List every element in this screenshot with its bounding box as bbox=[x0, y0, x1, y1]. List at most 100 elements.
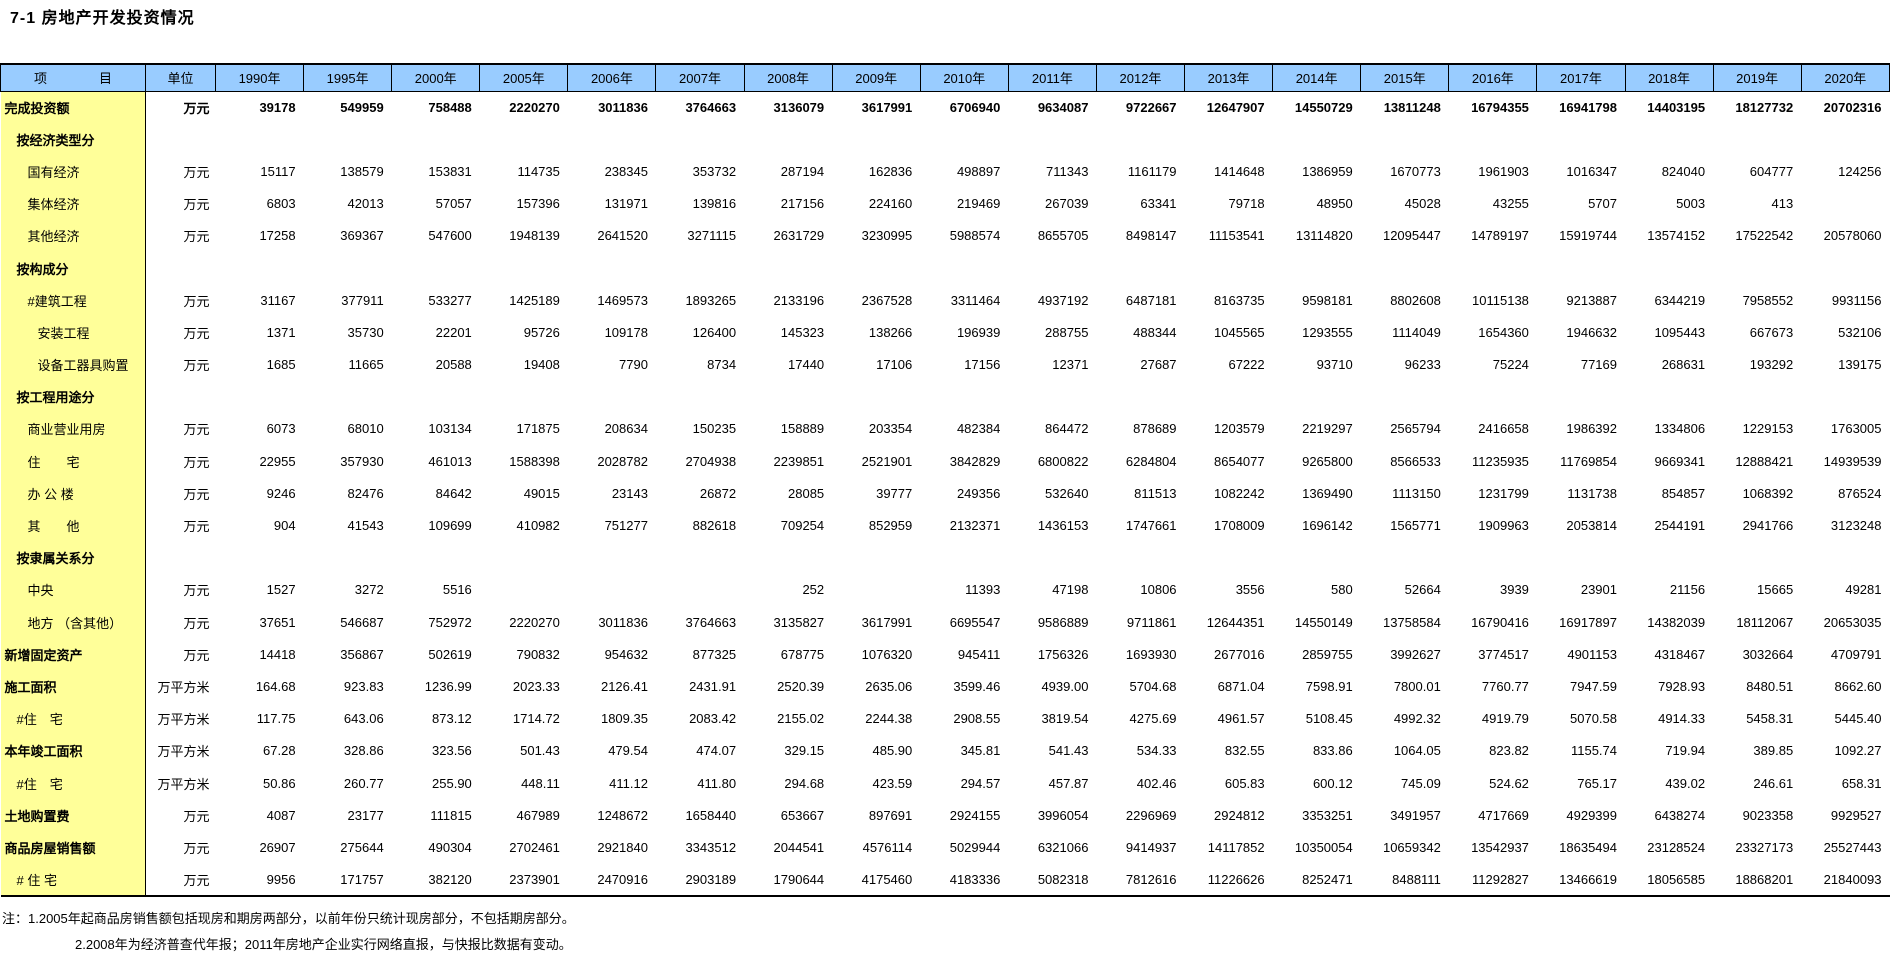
value-cell: 7812616 bbox=[1125, 871, 1177, 887]
value-cell: 3764663 bbox=[685, 99, 737, 115]
value-cell: 4919.79 bbox=[1481, 711, 1529, 727]
value-cell: 3617991 bbox=[861, 99, 913, 115]
value-cell: 345.81 bbox=[960, 743, 1001, 759]
year-column-header: 2019年 bbox=[1712, 63, 1802, 92]
value-cell bbox=[1713, 123, 1801, 155]
value-cell: 19408 bbox=[523, 357, 560, 373]
value-cell: 2544191 bbox=[1654, 518, 1706, 534]
value-cell: 109178 bbox=[604, 324, 648, 340]
value-cell: 1082242 bbox=[1214, 485, 1265, 501]
value-cell bbox=[392, 381, 480, 413]
value-cell: 3939 bbox=[1499, 582, 1529, 598]
value-cell: 84642 bbox=[435, 485, 472, 501]
table-row: 商品房屋销售额 万元 26907 275644 490304 2702461 2921840… bbox=[0, 831, 1890, 864]
table-row: 土地购置费 万元 4087 23177 111815 467989 1248672 16584… bbox=[0, 799, 1890, 832]
value-cell: 2702461 bbox=[509, 839, 560, 855]
value-cell bbox=[304, 381, 392, 413]
value-cell: 1131738 bbox=[1567, 485, 1617, 501]
value-cell: 1654360 bbox=[1478, 324, 1529, 340]
value-cell: 126400 bbox=[692, 324, 737, 340]
value-cell: 39777 bbox=[876, 485, 913, 501]
value-cell: 7800.01 bbox=[1393, 678, 1441, 694]
value-cell: 3491957 bbox=[1390, 807, 1441, 823]
value-cell: 63341 bbox=[1140, 196, 1177, 212]
value-cell: 832.55 bbox=[1224, 743, 1265, 759]
value-cell bbox=[1801, 252, 1889, 284]
value-cell: 457.87 bbox=[1048, 775, 1089, 791]
value-cell bbox=[1185, 123, 1273, 155]
item-column-header: 项 目 bbox=[0, 63, 146, 92]
value-cell bbox=[920, 381, 1008, 413]
table-row: 集体经济 万元 6803 42013 57057 157396 131971 139816 21… bbox=[0, 187, 1890, 220]
unit-cell bbox=[146, 542, 216, 574]
value-cell: 203354 bbox=[868, 421, 913, 437]
value-cell: 157396 bbox=[516, 196, 560, 212]
value-cell: 3353251 bbox=[1302, 807, 1353, 823]
value-cell: 4961.57 bbox=[1217, 711, 1265, 727]
table-body: 完成投资额 万元 39178 549959 758488 2220270 3011836 37… bbox=[0, 91, 1890, 896]
value-cell: 5029944 bbox=[949, 839, 1001, 855]
value-cell: 39178 bbox=[259, 99, 296, 115]
row-label: 住 宅 bbox=[0, 445, 146, 478]
value-cell: 25527443 bbox=[1823, 839, 1882, 855]
value-cell: 111815 bbox=[430, 807, 472, 823]
value-cell: 8655705 bbox=[1037, 228, 1089, 244]
value-cell: 1708009 bbox=[1214, 518, 1265, 534]
value-cell: 7790 bbox=[619, 357, 648, 373]
value-cell: 35730 bbox=[347, 324, 384, 340]
value-cell bbox=[832, 542, 920, 574]
value-cell: 15665 bbox=[1757, 582, 1794, 598]
value-cell: 3599.46 bbox=[953, 678, 1001, 694]
value-cell: 5003 bbox=[1676, 196, 1706, 212]
row-label: 地方 （含其他） bbox=[0, 606, 146, 639]
value-cell: 945411 bbox=[957, 646, 1001, 662]
value-cell bbox=[1449, 542, 1537, 574]
value-cell: 11226626 bbox=[1207, 871, 1265, 887]
value-cell bbox=[392, 252, 480, 284]
value-cell: 22201 bbox=[435, 324, 472, 340]
value-cell: 482384 bbox=[956, 421, 1001, 437]
value-cell: 3617991 bbox=[861, 614, 913, 630]
value-cell bbox=[1273, 542, 1361, 574]
value-cell: 3819.54 bbox=[1041, 711, 1089, 727]
value-cell: 48950 bbox=[1316, 196, 1353, 212]
value-cell: 14418 bbox=[259, 646, 296, 662]
value-cell bbox=[1273, 381, 1361, 413]
value-cell: 103134 bbox=[428, 421, 472, 437]
value-cell: 1696142 bbox=[1302, 518, 1353, 534]
year-column-header: 2006年 bbox=[567, 63, 657, 92]
value-cell bbox=[568, 252, 656, 284]
unit-cell: 万元 bbox=[183, 840, 210, 856]
value-cell: 2924812 bbox=[1214, 807, 1265, 823]
value-cell: 882618 bbox=[692, 518, 737, 534]
value-cell: 12095447 bbox=[1382, 228, 1441, 244]
row-label: #住 宅 bbox=[0, 766, 146, 800]
value-cell bbox=[568, 574, 656, 606]
value-cell: 171757 bbox=[340, 871, 384, 887]
unit-cell: 万元 bbox=[183, 808, 210, 824]
value-cell: 77169 bbox=[1580, 357, 1617, 373]
value-cell bbox=[568, 123, 656, 155]
value-cell: 6800822 bbox=[1037, 453, 1089, 469]
row-label: 施工面积 bbox=[0, 670, 146, 703]
value-cell: 5070.58 bbox=[1570, 711, 1617, 727]
value-cell: 4175460 bbox=[861, 871, 913, 887]
value-cell: 878689 bbox=[1133, 421, 1177, 437]
value-cell: 2908.55 bbox=[953, 711, 1001, 727]
value-cell: 138266 bbox=[868, 324, 913, 340]
value-cell: 26907 bbox=[259, 839, 296, 855]
value-cell: 158889 bbox=[780, 421, 825, 437]
value-cell bbox=[920, 252, 1008, 284]
value-cell: 1986392 bbox=[1566, 421, 1617, 437]
value-cell: 5516 bbox=[442, 582, 472, 598]
value-cell: 2367528 bbox=[861, 292, 913, 308]
value-cell: 26872 bbox=[699, 485, 737, 501]
value-cell: 153831 bbox=[428, 163, 472, 179]
value-cell: 6803 bbox=[266, 196, 296, 212]
value-cell bbox=[304, 252, 392, 284]
value-cell: 17106 bbox=[876, 357, 913, 373]
unit-cell: 万元 bbox=[183, 197, 210, 213]
value-cell: 3343512 bbox=[685, 839, 737, 855]
value-cell: 488344 bbox=[1133, 324, 1177, 340]
value-cell: 23128524 bbox=[1647, 839, 1706, 855]
